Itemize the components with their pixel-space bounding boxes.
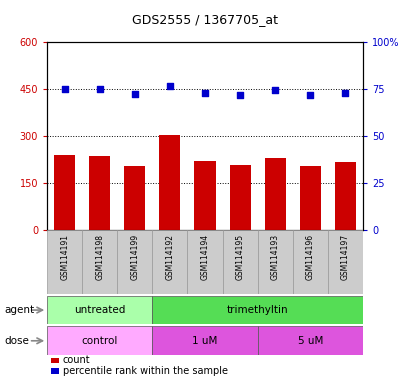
Bar (117, 230, 152, 294)
Bar (292, 230, 327, 294)
Point (236, 92, 243, 98)
Bar (159, 135, 180, 230)
Text: count: count (63, 355, 90, 365)
Bar (89, 156, 110, 230)
Point (341, 90, 348, 96)
Bar (152, 230, 187, 294)
Point (96, 86, 103, 92)
Bar (229, 164, 250, 230)
Text: GSM114193: GSM114193 (270, 233, 279, 280)
Bar (264, 158, 285, 230)
Bar (82, 230, 117, 294)
Bar (299, 166, 320, 230)
Point (201, 90, 208, 96)
Bar (152, 296, 362, 324)
Text: GSM114199: GSM114199 (130, 233, 139, 280)
Text: GSM114192: GSM114192 (165, 233, 174, 280)
Point (271, 87, 278, 93)
Text: GSM114198: GSM114198 (95, 233, 104, 280)
Bar (47, 296, 152, 324)
Point (306, 92, 313, 98)
Text: 5 uM: 5 uM (297, 336, 322, 346)
Text: 1 uM: 1 uM (192, 336, 217, 346)
Bar (257, 230, 292, 294)
Text: agent: agent (4, 305, 34, 315)
Text: control: control (81, 336, 118, 346)
Bar (47, 326, 152, 355)
Text: GDS2555 / 1367705_at: GDS2555 / 1367705_at (132, 13, 277, 26)
Bar (54, 155, 75, 230)
Bar (187, 230, 222, 294)
Text: trimethyltin: trimethyltin (226, 305, 288, 315)
Text: GSM114191: GSM114191 (60, 233, 69, 280)
Text: dose: dose (4, 336, 29, 346)
Text: GSM114195: GSM114195 (235, 233, 244, 280)
Bar (124, 166, 145, 230)
Text: percentile rank within the sample: percentile rank within the sample (63, 366, 227, 376)
Bar (194, 161, 215, 230)
Text: GSM114194: GSM114194 (200, 233, 209, 280)
Bar (334, 162, 355, 230)
Bar (222, 230, 257, 294)
Point (166, 83, 173, 89)
Point (61, 86, 68, 92)
Bar (152, 326, 257, 355)
Bar (257, 326, 362, 355)
Point (131, 91, 138, 97)
Bar (327, 230, 362, 294)
Text: GSM114197: GSM114197 (340, 233, 349, 280)
Text: untreated: untreated (74, 305, 125, 315)
Text: GSM114196: GSM114196 (305, 233, 314, 280)
Bar (47, 230, 82, 294)
